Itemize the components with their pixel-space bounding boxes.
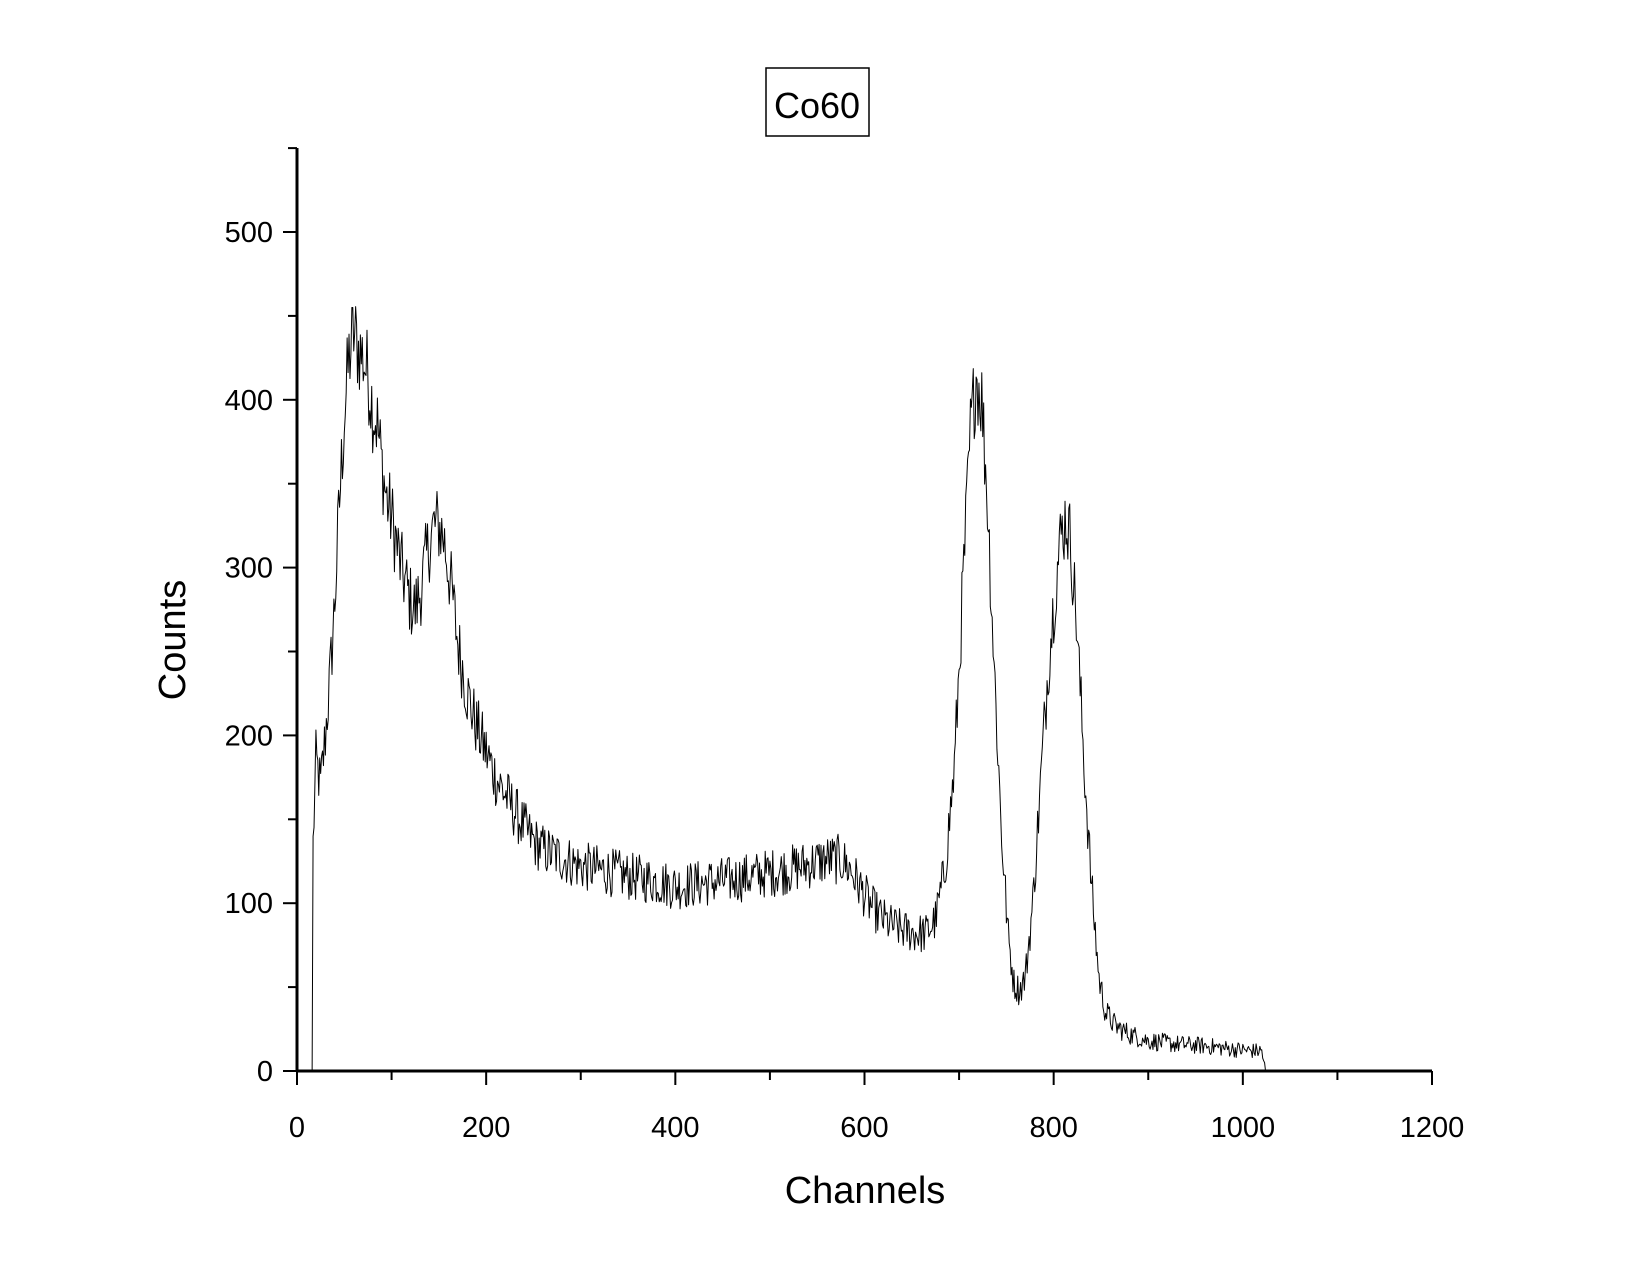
y-tick-label: 400 — [225, 385, 273, 417]
x-tick-label: 200 — [462, 1112, 510, 1144]
y-tick-label: 300 — [225, 553, 273, 585]
x-tick-label: 400 — [651, 1112, 699, 1144]
x-tick-label: 0 — [289, 1112, 305, 1144]
tick-marks — [283, 147, 1433, 1085]
y-tick-label: 100 — [225, 888, 273, 920]
y-tick-label: 200 — [225, 720, 273, 752]
y-axis-title: Counts — [152, 580, 194, 700]
x-tick-label: 600 — [840, 1112, 888, 1144]
tick-labels: 0 200 400 600 800 1000 1200 0 100 200 300 400 500 — [225, 217, 1465, 1144]
y-tick-label: 0 — [257, 1056, 273, 1088]
chart-title-box — [765, 67, 870, 137]
x-tick-label: 1000 — [1211, 1112, 1276, 1144]
chart-title: Co60 — [774, 85, 860, 126]
y-tick-label: 500 — [225, 217, 273, 249]
x-tick-label: 800 — [1029, 1112, 1077, 1144]
x-tick-label: 1200 — [1400, 1112, 1465, 1144]
x-axis-title: Channels — [785, 1170, 946, 1212]
series-line — [311, 306, 1267, 1072]
